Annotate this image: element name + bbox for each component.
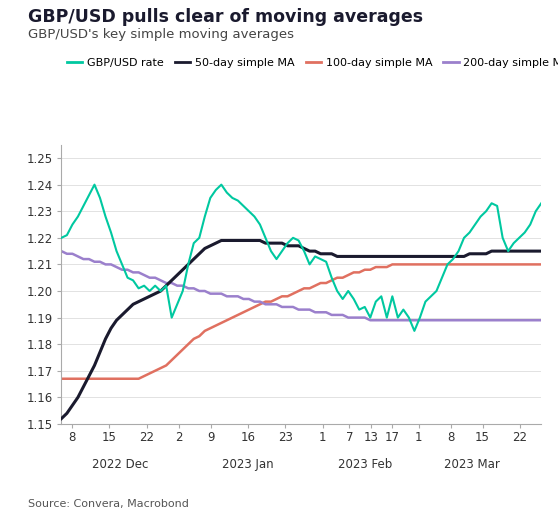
Text: 2023 Mar: 2023 Mar — [444, 458, 500, 470]
Text: 2023 Jan: 2023 Jan — [222, 458, 274, 470]
Legend: GBP/USD rate, 50-day simple MA, 100-day simple MA, 200-day simple MA: GBP/USD rate, 50-day simple MA, 100-day … — [67, 58, 558, 68]
Text: GBP/USD's key simple moving averages: GBP/USD's key simple moving averages — [28, 28, 294, 41]
Text: Source: Convera, Macrobond: Source: Convera, Macrobond — [28, 499, 189, 509]
Text: 2022 Dec: 2022 Dec — [92, 458, 148, 470]
Text: GBP/USD pulls clear of moving averages: GBP/USD pulls clear of moving averages — [28, 8, 423, 26]
Text: 2023 Feb: 2023 Feb — [338, 458, 392, 470]
